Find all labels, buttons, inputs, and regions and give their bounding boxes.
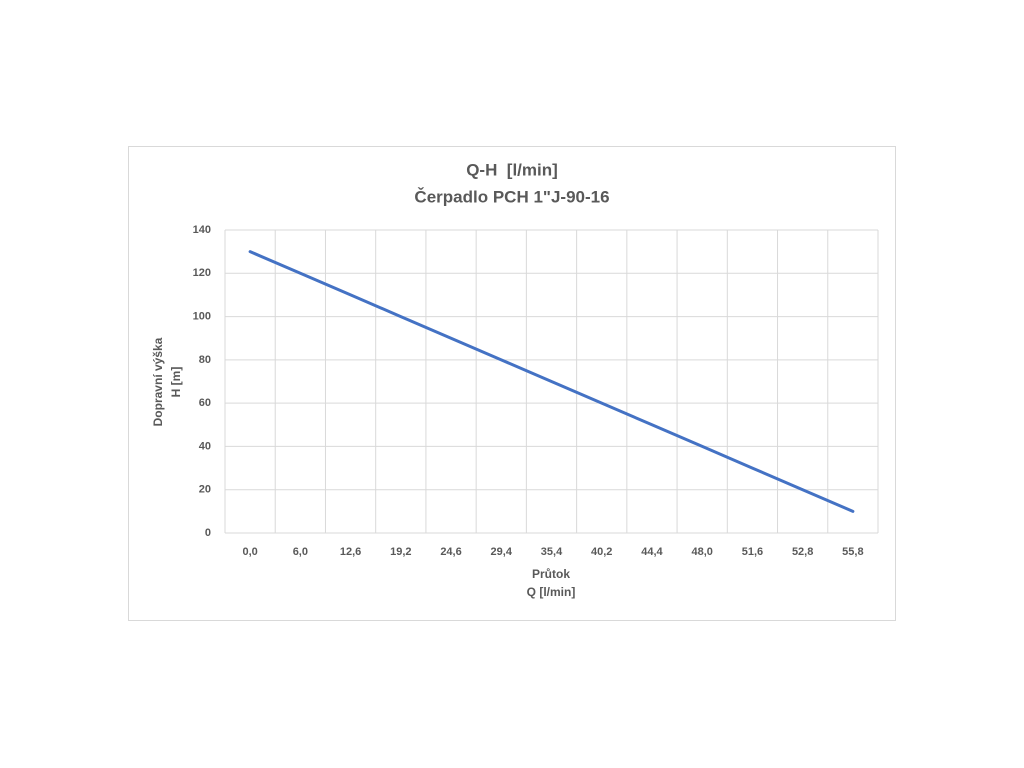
- x-tick-label: 19,2: [390, 546, 411, 558]
- y-axis-label: H [m]: [169, 367, 183, 398]
- y-tick-label: 0: [205, 527, 211, 539]
- x-axis-label: Q [l/min]: [527, 585, 576, 599]
- x-tick-label: 24,6: [440, 546, 461, 558]
- x-tick-label: 48,0: [691, 546, 712, 558]
- x-axis-label: Průtok: [532, 567, 570, 581]
- data-line: [248, 250, 855, 513]
- x-tick-label: 55,8: [842, 546, 863, 558]
- x-tick-label: 44,4: [641, 546, 663, 558]
- y-tick-label: 100: [193, 310, 211, 322]
- y-tick-label: 80: [199, 354, 211, 366]
- chart-title: Čerpadlo PCH 1"J-90-16: [414, 187, 609, 206]
- x-tick-label: 52,8: [792, 546, 813, 558]
- x-tick-label: 51,6: [742, 546, 763, 558]
- x-tick-label: 6,0: [293, 546, 308, 558]
- x-tick-label: 12,6: [340, 546, 361, 558]
- x-tick-label: 0,0: [242, 546, 257, 558]
- x-tick-label: 40,2: [591, 546, 612, 558]
- chart-title: Q-H [l/min]: [466, 160, 558, 179]
- x-tick-label: 35,4: [541, 546, 563, 558]
- chart-frame: [128, 146, 896, 621]
- x-tick-label: 29,4: [491, 546, 513, 558]
- y-tick-label: 140: [193, 224, 211, 236]
- y-tick-label: 60: [199, 397, 211, 409]
- y-tick-label: 20: [199, 484, 211, 496]
- y-tick-label: 120: [193, 267, 211, 279]
- y-tick-label: 40: [199, 440, 211, 452]
- y-axis-label: Dopravní výška: [151, 337, 165, 426]
